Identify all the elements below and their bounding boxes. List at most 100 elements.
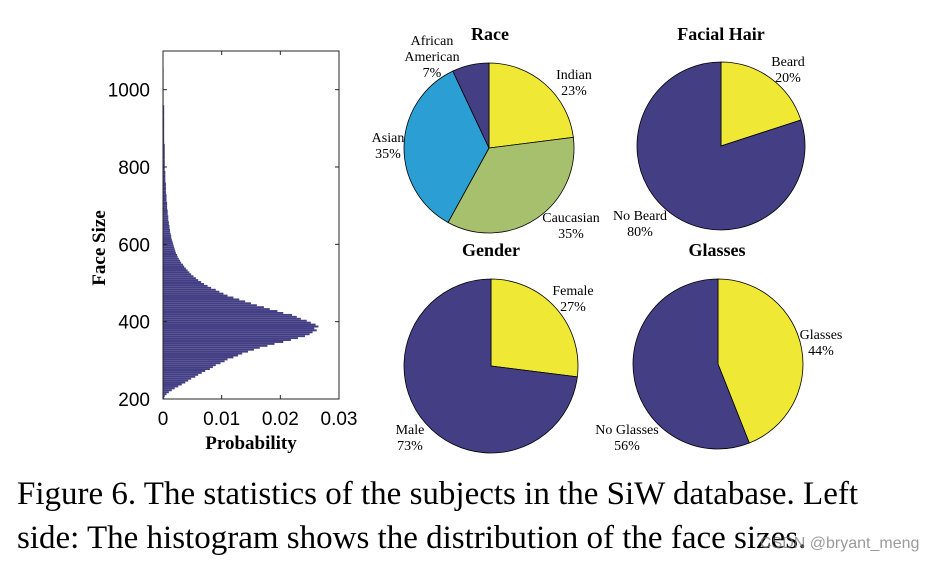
pie-race: Indian 23% Caucasian 35% Asian 35% African Amer… (372, 24, 600, 242)
histogram-bar (163, 294, 228, 297)
histogram-bar (163, 381, 186, 384)
caption-line-2: side: The histogram shows the distributi… (17, 520, 807, 556)
pie-slice (488, 62, 574, 149)
histogram-bar (163, 194, 167, 198)
histogram-bar (163, 217, 169, 220)
histogram-bar (163, 306, 264, 309)
histogram-bar (163, 275, 194, 278)
histogram-panel: 0 0.01 0.02 0.03 200 400 600 800 1000 Probabilit… (89, 50, 358, 454)
histogram-bar (163, 385, 179, 388)
histogram-bar (163, 308, 270, 311)
x-tick-label: 0.03 (321, 409, 358, 430)
histogram-bar (163, 230, 171, 233)
pie-slice-label: Male 73% (396, 423, 425, 454)
histogram-bar (163, 302, 251, 305)
histogram-bar (163, 379, 189, 382)
histogram-bar (163, 321, 311, 324)
histogram-bar (163, 348, 254, 351)
histogram-bar (163, 337, 298, 340)
histogram-bar (163, 342, 275, 345)
histogram-bar (163, 240, 173, 243)
histogram-bar (163, 259, 181, 262)
histogram-bar (163, 205, 168, 208)
histogram-bar (163, 213, 168, 216)
histogram-bar (163, 313, 293, 316)
histogram-bar (163, 263, 183, 266)
pie-facial-hair: Beard 20% No Beard 80% Facial Hair (613, 24, 806, 240)
histogram-bar (163, 159, 165, 167)
pie-slice (636, 61, 806, 231)
histogram-bar (163, 362, 221, 365)
y-tick-label: 800 (118, 158, 150, 179)
histogram-bar (163, 265, 185, 268)
histogram-bar (163, 267, 186, 270)
histogram-bar (163, 182, 166, 187)
histogram-bar (163, 310, 278, 312)
histogram-bar (163, 143, 165, 152)
histogram-bar (163, 317, 301, 320)
histogram-bar (163, 283, 205, 285)
y-tick-label: 200 (118, 390, 150, 411)
histogram-bar (163, 315, 297, 318)
y-tick-label: 600 (118, 235, 150, 256)
y-tick-label: 400 (118, 313, 150, 334)
pie-gender: Female 27% Male 73% Gender (396, 240, 594, 454)
histogram-bar (163, 174, 166, 179)
histogram-bar (163, 273, 192, 276)
histogram-bar (163, 354, 239, 357)
pie-slice (632, 278, 750, 450)
histogram-bar (163, 186, 166, 191)
watermark: CSDN @bryant_meng (760, 535, 920, 552)
histogram-bar (163, 370, 206, 372)
histogram-bar (163, 360, 225, 363)
histogram-bar (163, 364, 216, 367)
histogram-bar (163, 395, 165, 398)
histogram-bar (163, 356, 234, 359)
histogram-bar (163, 261, 182, 264)
histogram-bar (163, 271, 190, 274)
pie-slice (403, 70, 490, 224)
histogram-ylabel: Face Size (89, 210, 110, 285)
pie-slice-label: Caucasian 35% (542, 211, 600, 242)
histogram-bar (163, 250, 176, 253)
histogram-bar (163, 269, 188, 272)
pie-slice-label: No Beard 80% (613, 209, 667, 240)
histogram-bar (163, 371, 202, 374)
pie-title: Race (471, 24, 509, 44)
pie-glasses: Glasses 44% No Glasses 56% Glasses (595, 240, 842, 454)
y-tick-label: 1000 (108, 81, 150, 102)
histogram-bar (163, 377, 192, 380)
histogram-bar (163, 105, 165, 117)
pie-slice (490, 278, 579, 378)
pie-slice-label: Indian 23% (556, 68, 592, 99)
histogram-bar (163, 136, 165, 144)
histogram-bar (163, 226, 170, 229)
histogram-bar (163, 329, 317, 332)
histogram-bar (163, 128, 165, 137)
histogram-bar (163, 383, 182, 386)
histogram-bar (163, 290, 220, 293)
histogram-bar (163, 151, 165, 160)
histogram-bar (163, 219, 169, 222)
histogram-bar (163, 300, 246, 303)
histogram-bar (163, 281, 202, 283)
x-tick-label: 0 (158, 409, 169, 430)
histogram-bar (163, 341, 284, 343)
pie-title: Glasses (688, 240, 745, 260)
histogram-bar (163, 304, 257, 307)
histogram-bar (163, 207, 168, 210)
pie-slice-label: African American 7% (404, 34, 459, 81)
histogram-bar (163, 178, 166, 183)
histogram-bar (163, 215, 169, 218)
histogram-bar (163, 350, 249, 353)
pie-title: Facial Hair (677, 24, 764, 44)
histogram-bar (163, 201, 168, 206)
pie-slice (403, 278, 578, 454)
histogram-bar (163, 197, 167, 202)
histogram-bar (163, 170, 166, 175)
histogram-bars (163, 68, 319, 399)
histogram-bar (163, 244, 174, 247)
x-tick-label: 0.01 (203, 409, 240, 430)
histogram-bar (163, 292, 224, 295)
